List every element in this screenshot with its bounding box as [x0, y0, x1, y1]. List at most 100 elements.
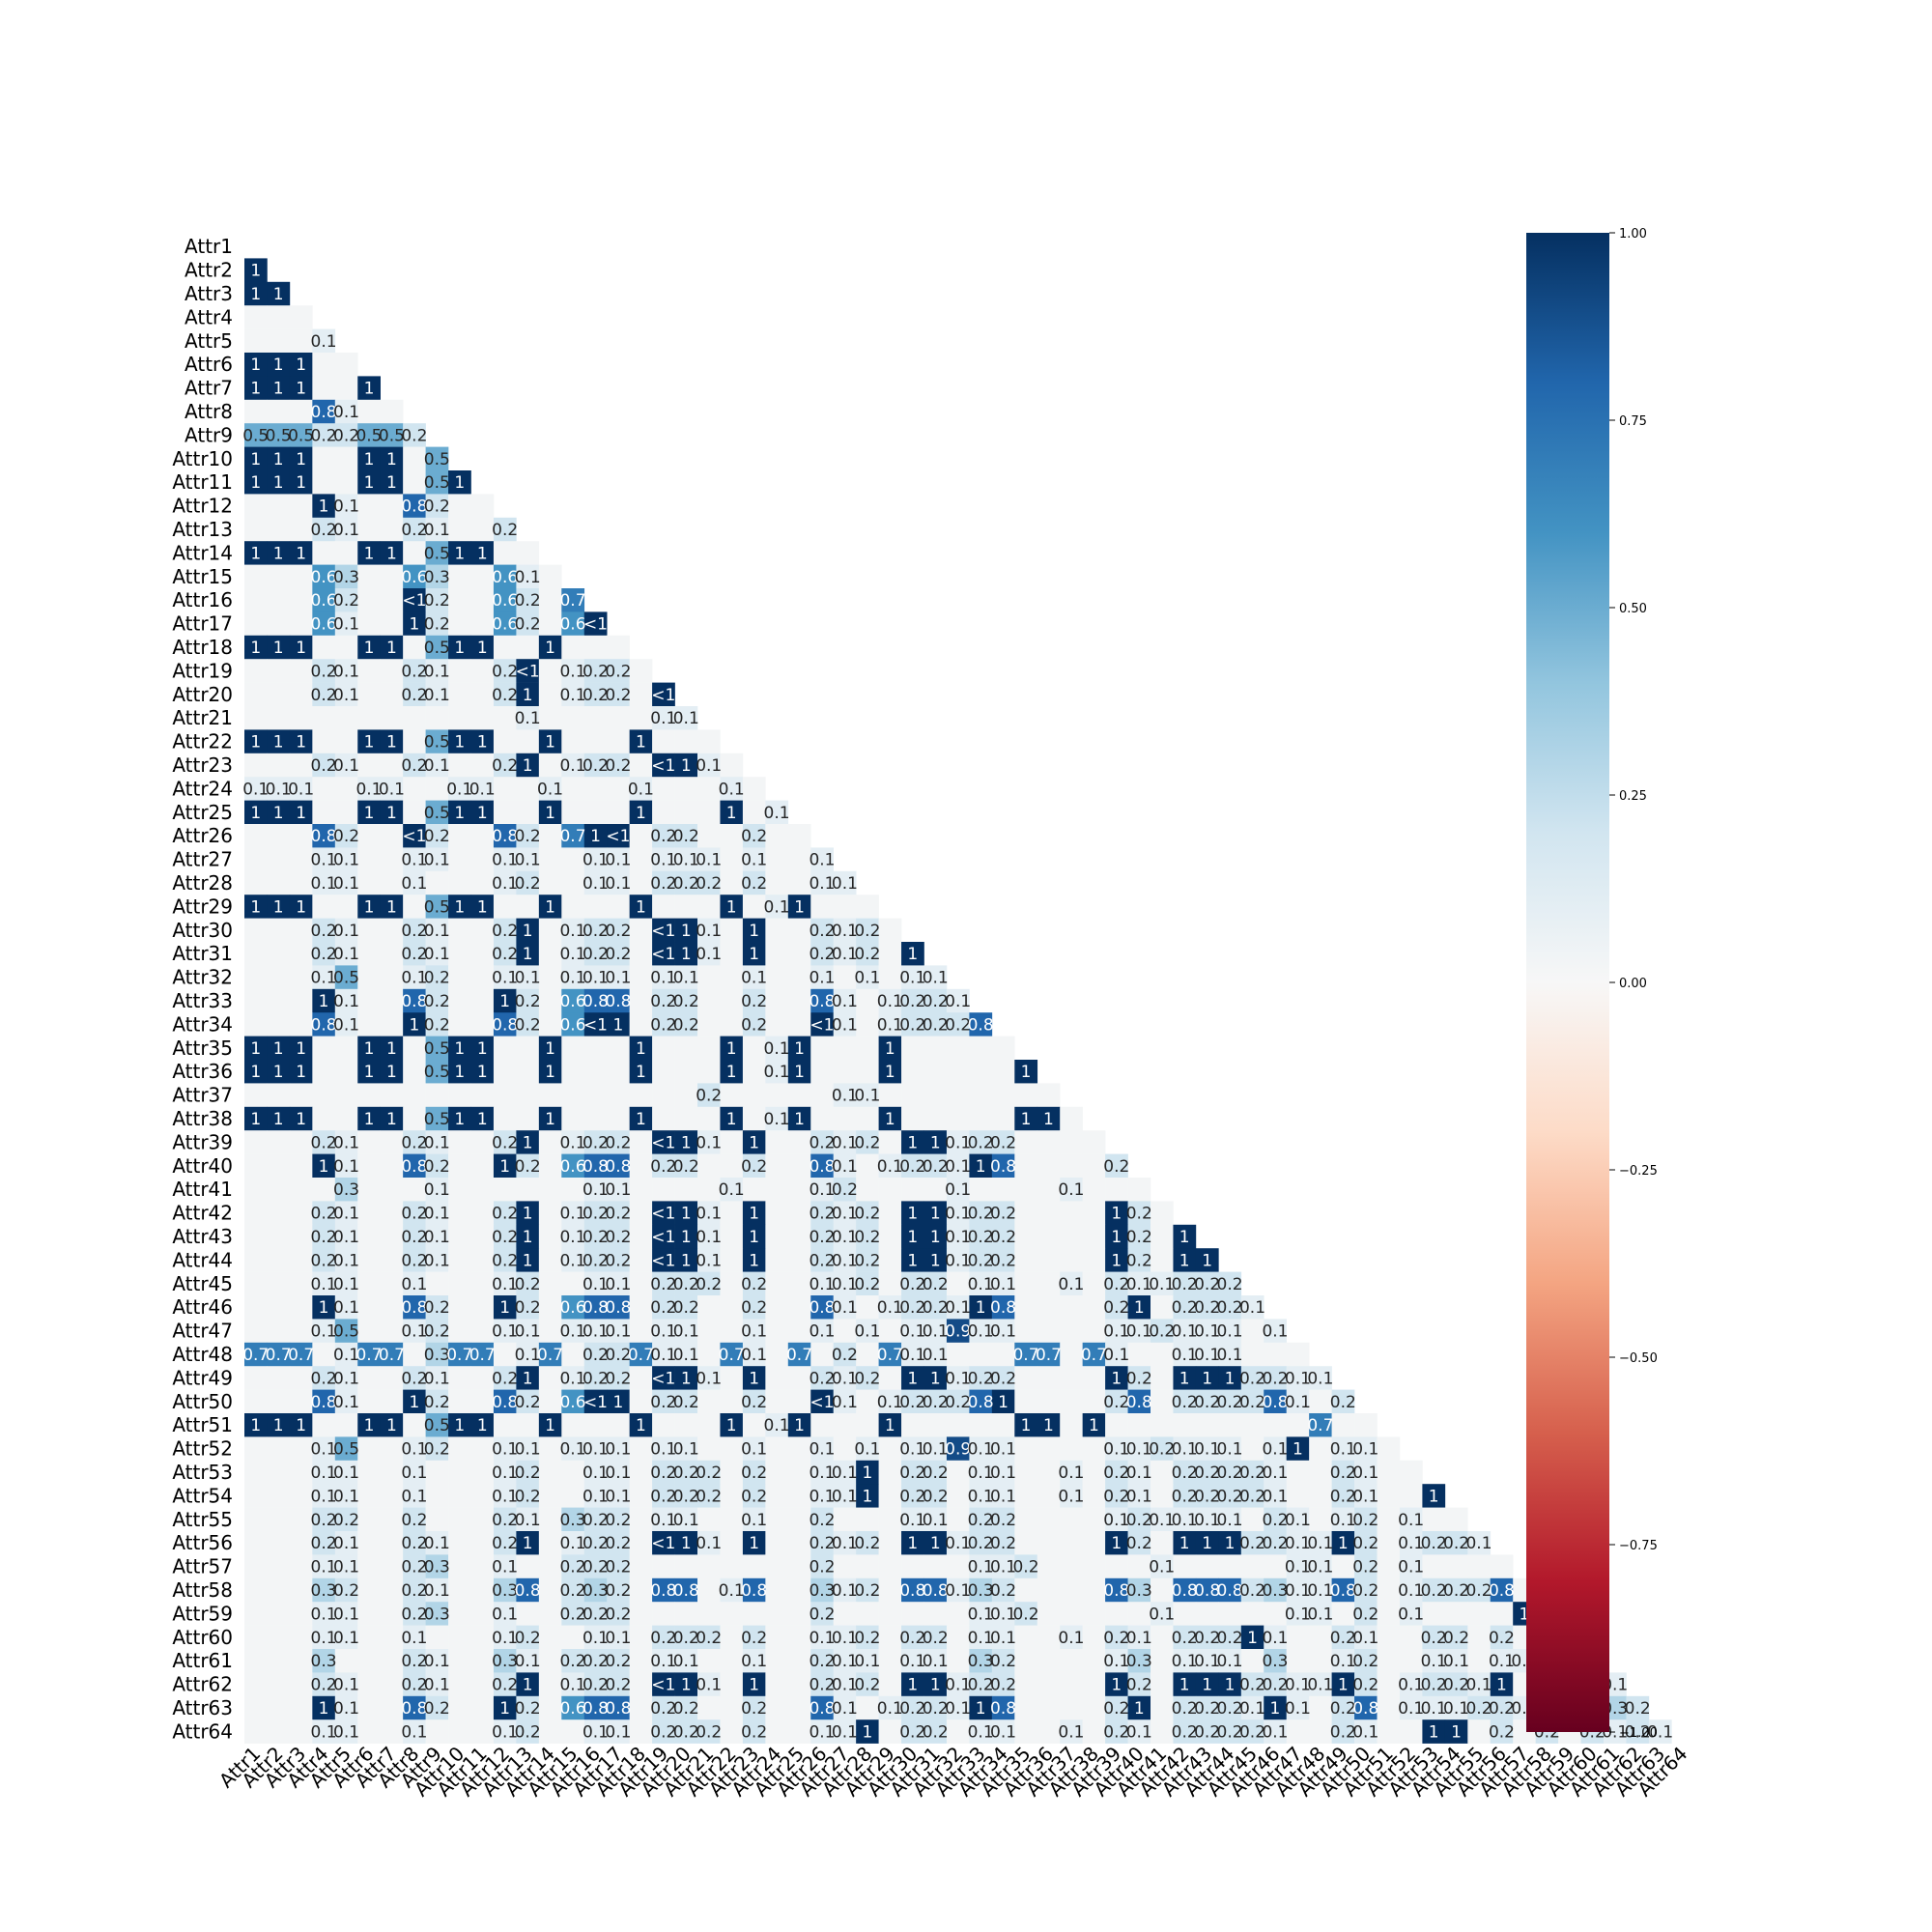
heatmap-cell: [787, 1577, 811, 1603]
heatmap-cell: [787, 1036, 811, 1061]
cell-label: 0.2: [424, 1393, 450, 1412]
cell-label: 1: [749, 922, 759, 941]
heatmap-cell: [470, 777, 495, 801]
heatmap-cell: [878, 1602, 902, 1626]
heatmap-cell: [425, 1153, 449, 1179]
cell-label: 1: [273, 450, 284, 469]
heatmap-cell: [742, 918, 766, 943]
heatmap-cell: [267, 494, 291, 519]
heatmap-cell: [561, 1130, 585, 1154]
heatmap-cell: [312, 635, 336, 660]
y-tick-label: Attr30: [172, 919, 233, 942]
heatmap-cell: [1218, 1413, 1242, 1437]
heatmap-cell: [1309, 1436, 1332, 1462]
heatmap-cell: [674, 918, 698, 943]
heatmap-cell: [357, 541, 381, 565]
heatmap-cell: [312, 588, 336, 612]
cell-label: 0.2: [605, 1369, 631, 1388]
cell-label: 0.1: [1307, 1605, 1333, 1624]
heatmap-cell: [810, 1060, 834, 1084]
heatmap-cell: [516, 1413, 540, 1437]
heatmap-cell: [493, 1036, 517, 1061]
heatmap-cell: [1037, 1201, 1061, 1226]
heatmap-cell: [583, 1012, 608, 1037]
heatmap-cell: [493, 824, 517, 848]
heatmap-cell: [697, 1012, 721, 1037]
colorbar-tick-label: −1.00: [1619, 1726, 1658, 1741]
cell-label: 0.1: [832, 1157, 858, 1177]
cell-label: 1: [545, 1039, 555, 1059]
heatmap-cell: [334, 965, 358, 990]
cell-label: 0.2: [424, 615, 450, 635]
heatmap-cell: [856, 1413, 879, 1437]
heatmap-cell: [742, 1554, 766, 1579]
cell-label: 1: [1202, 1676, 1212, 1695]
heatmap-cell: [425, 494, 449, 519]
heatmap-cell: [267, 1153, 291, 1179]
heatmap-cell: [1422, 1507, 1446, 1532]
cell-label: 0.2: [1126, 1205, 1152, 1224]
cell-label: 0.1: [1352, 1722, 1378, 1742]
heatmap-cell: [720, 1602, 744, 1626]
cell-label: <1: [516, 662, 540, 681]
heatmap-cell: [448, 1060, 471, 1084]
heatmap-cell: [629, 1672, 653, 1697]
heatmap-cell: [1014, 1625, 1038, 1650]
cell-label: 0.1: [1103, 1346, 1129, 1365]
heatmap-cell: [493, 1060, 517, 1084]
heatmap-cell: [833, 1130, 857, 1154]
heatmap-cell: [607, 1012, 630, 1037]
heatmap-cell: [1060, 1554, 1083, 1579]
heatmap-cell: [470, 1649, 495, 1673]
heatmap-cell: [561, 847, 585, 872]
heatmap-cell: [1151, 1695, 1174, 1720]
heatmap-cell: [470, 1060, 495, 1084]
heatmap-cell: [289, 1460, 313, 1485]
cell-label: 1: [545, 733, 555, 753]
heatmap-cell: [380, 1602, 404, 1626]
cell-label: 0.5: [424, 473, 450, 493]
y-tick-label: Attr63: [172, 1696, 233, 1719]
cell-label: 0.2: [990, 1228, 1016, 1247]
heatmap-cell: [583, 1201, 608, 1226]
heatmap-cell: [448, 753, 471, 778]
heatmap-cell: [652, 729, 675, 754]
cell-label: <1: [606, 827, 630, 846]
heatmap-cell: [267, 611, 291, 637]
cell-label: 1: [409, 1015, 419, 1035]
heatmap-cell: [583, 1036, 608, 1061]
heatmap-cell: [629, 942, 653, 966]
heatmap-cell: [267, 824, 291, 848]
heatmap-cell: [697, 1178, 721, 1202]
y-tick-label: Attr58: [172, 1578, 233, 1602]
cell-label: 0.2: [990, 1205, 1016, 1224]
cell-label: 0.1: [333, 1393, 359, 1412]
heatmap-cell: [742, 988, 766, 1013]
heatmap-cell: [1060, 1153, 1083, 1179]
cell-label: <1: [651, 1228, 675, 1247]
heatmap-cell: [1467, 1719, 1492, 1744]
heatmap-cell: [267, 1389, 291, 1414]
heatmap-cell: [810, 1342, 834, 1367]
heatmap-cell: [289, 353, 313, 377]
cell-label: 0.1: [424, 1251, 450, 1270]
cell-label: 1: [1225, 1534, 1236, 1553]
heatmap-cell: [765, 1342, 789, 1367]
heatmap-cell: [538, 1389, 562, 1414]
heatmap-cell: [380, 1507, 404, 1532]
heatmap-cell: [923, 1060, 948, 1084]
heatmap-cell: [516, 1083, 540, 1108]
heatmap-cell: [1037, 1178, 1061, 1202]
heatmap-cell: [629, 824, 653, 848]
heatmap-cell: [334, 988, 358, 1013]
cell-label: 0.3: [333, 568, 359, 587]
cell-label: 1: [1021, 1063, 1032, 1082]
heatmap-cell: [765, 824, 789, 848]
heatmap-cell: [720, 1625, 744, 1650]
heatmap-cell: [425, 895, 449, 919]
heatmap-cell: [946, 1507, 970, 1532]
cell-label: 0.1: [1465, 1676, 1492, 1695]
y-tick-label: Attr60: [172, 1626, 233, 1649]
cell-label: 0.1: [1058, 1629, 1084, 1648]
heatmap-cell: [652, 1153, 675, 1179]
